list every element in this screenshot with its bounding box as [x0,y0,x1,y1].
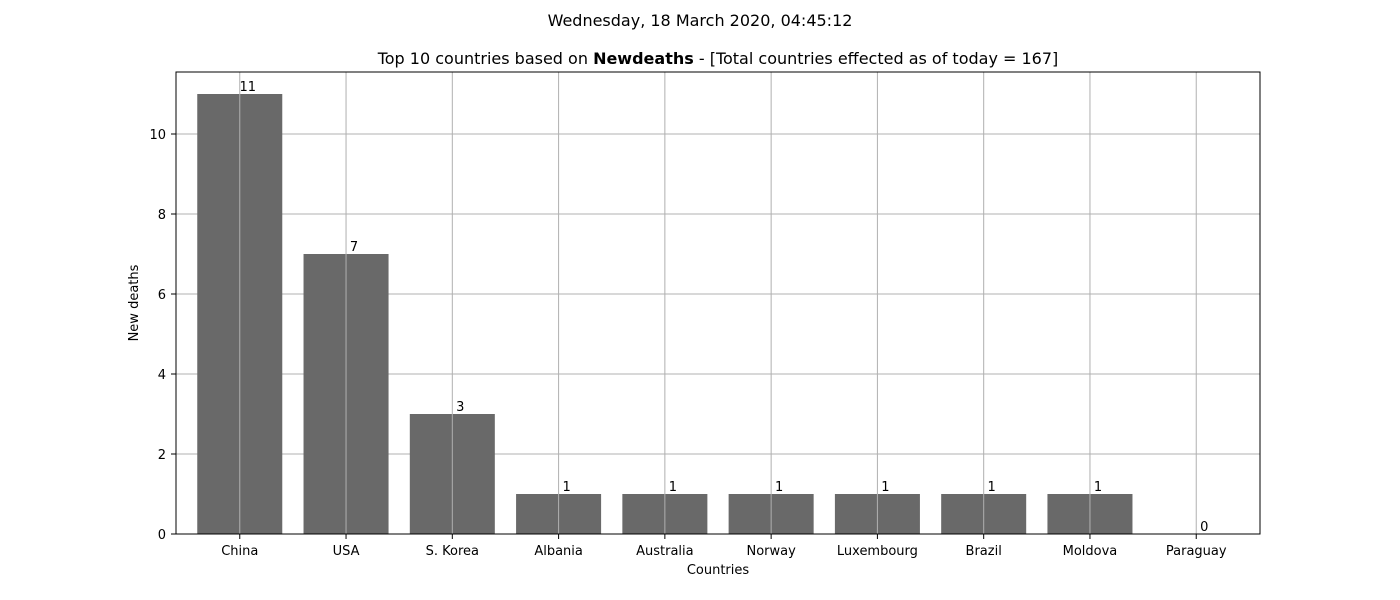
bar-value-label: 7 [350,240,358,255]
bar-value-label: 1 [775,480,783,495]
bar-value-label: 1 [669,480,677,495]
x-tick-label: Norway [746,544,796,559]
chart-title-prefix: Top 10 countries based on [377,49,593,68]
x-tick-label: USA [333,544,360,559]
y-tick-label: 10 [149,128,166,143]
y-axis-ticks: 0 2 4 6 8 10 [149,128,176,543]
chart-title-suffix: - [Total countries effected as of today … [694,49,1059,68]
chart-title-metric: Newdeaths [593,49,694,68]
bar-value-label: 11 [239,80,256,95]
bar-value-label: 1 [562,480,570,495]
x-axis-ticks: China USA S. Korea Albania Australia Norway Lu… [221,534,1227,559]
x-tick-label: Albania [534,544,583,559]
x-tick-label: Luxembourg [837,544,918,559]
x-tick-label: Paraguay [1166,544,1227,559]
y-tick-label: 8 [158,208,166,223]
chart-title: Top 10 countries based on Newdeaths - [T… [377,49,1059,68]
y-tick-label: 0 [158,528,166,543]
x-tick-label: Australia [636,544,694,559]
y-tick-label: 6 [158,288,166,303]
chart-timestamp: Wednesday, 18 March 2020, 04:45:12 [548,11,853,30]
x-tick-label: S. Korea [426,544,479,559]
y-tick-label: 4 [158,368,166,383]
x-axis-label: Countries [687,563,750,578]
bar-value-label: 1 [881,480,889,495]
bar-value-label: 0 [1200,520,1208,535]
y-axis-label: New deaths [127,264,142,341]
bar-value-label: 3 [456,400,464,415]
x-tick-label: Brazil [966,544,1002,559]
x-tick-label: China [221,544,258,559]
x-tick-label: Moldova [1063,544,1118,559]
vertical-grid-lines [239,72,1197,534]
bar-value-label: 1 [1094,480,1102,495]
y-tick-label: 2 [158,448,166,463]
bar-value-label: 1 [988,480,996,495]
plot-area-frame [175,71,1261,535]
